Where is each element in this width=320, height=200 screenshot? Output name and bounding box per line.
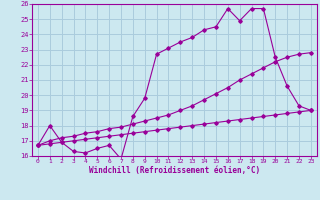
X-axis label: Windchill (Refroidissement éolien,°C): Windchill (Refroidissement éolien,°C) xyxy=(89,166,260,175)
